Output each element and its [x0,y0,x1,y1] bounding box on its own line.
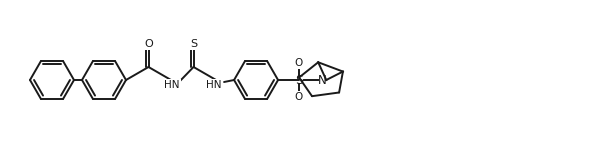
Text: N: N [318,73,327,87]
Text: O: O [144,39,153,49]
Text: S: S [295,73,303,87]
Text: HN: HN [206,80,222,90]
Text: S: S [190,39,197,49]
Text: O: O [295,58,303,68]
Text: HN: HN [164,80,180,90]
Text: O: O [295,92,303,102]
